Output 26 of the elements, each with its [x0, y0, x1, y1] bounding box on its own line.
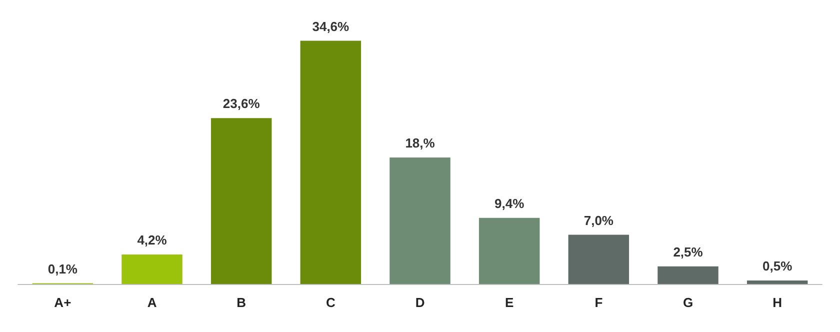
bar	[658, 266, 718, 284]
data-label: 34,6%	[312, 18, 350, 34]
data-label: 18,%	[405, 135, 436, 150]
x-tick-label: F	[594, 295, 603, 310]
bar	[478, 218, 540, 284]
data-label: 4,2%	[137, 232, 168, 248]
x-tick-label: B	[236, 295, 246, 310]
x-tick-label: A+	[54, 295, 72, 310]
bar	[210, 118, 272, 284]
data-label: 0,5%	[762, 258, 793, 274]
bar	[746, 280, 808, 284]
data-label: 0,1%	[48, 261, 78, 276]
data-label: 9,4%	[494, 196, 525, 211]
x-tick-label: D	[415, 295, 425, 310]
x-tick-label: A	[147, 295, 158, 310]
x-tick-label: E	[504, 295, 514, 310]
x-tick-label: H	[772, 295, 782, 310]
data-label: 2,5%	[673, 244, 704, 260]
bar	[390, 157, 450, 284]
bar	[122, 254, 182, 284]
data-label: 7,0%	[584, 212, 614, 228]
bar	[300, 40, 362, 284]
data-label: 23,6%	[222, 96, 260, 112]
x-tick-label: G	[682, 295, 694, 310]
x-tick-label: C	[326, 295, 336, 310]
bar	[568, 234, 630, 284]
